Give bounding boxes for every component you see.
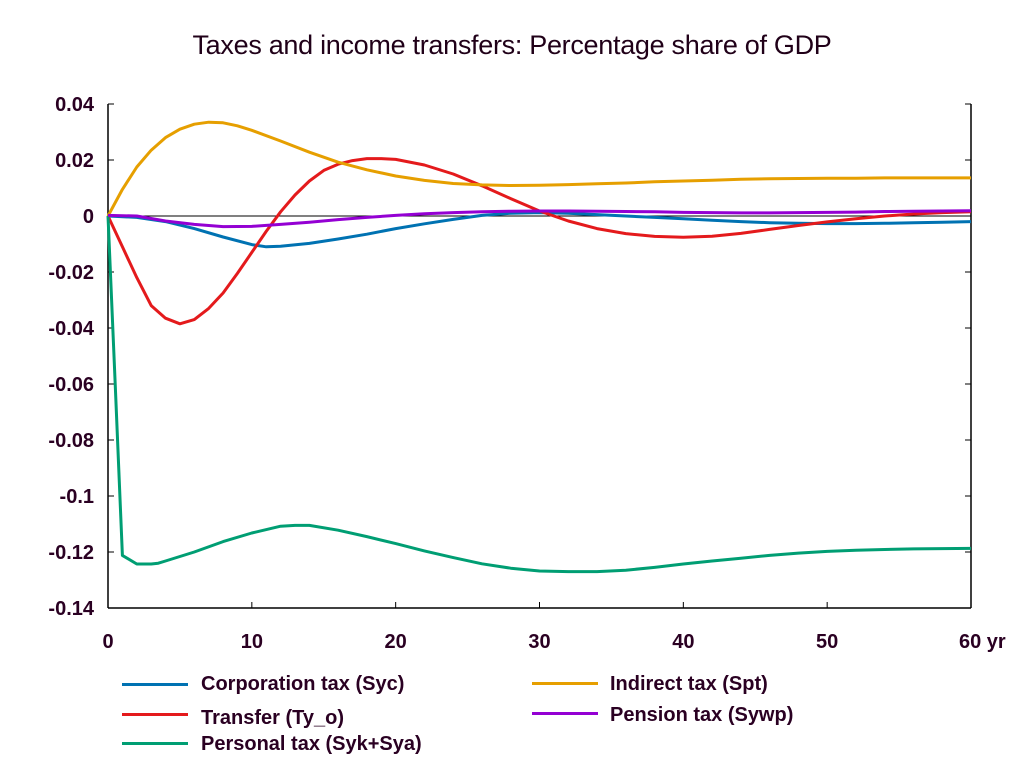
legend-swatch [122,742,188,745]
series-line-transfer-ty-o [106,157,972,326]
y-tick-label: -0.04 [48,318,94,340]
tick-labels: 0.04 0.02 0 -0.02 -0.04 -0.06 -0.08 -0.1 -0.12 -0… [48,94,1006,653]
y-tick-label: 0.02 [55,150,94,172]
legend-swatch [122,683,188,686]
x-tick-label: 30 [528,631,550,653]
legend-swatch [532,682,598,685]
x-tick-label: 20 [385,631,407,653]
legend-swatch [532,712,598,715]
y-tick-label: 0 [83,206,94,228]
axes [107,103,972,609]
y-tick-label: -0.08 [48,430,94,452]
y-tick-label: -0.02 [48,262,94,284]
y-tick-label: -0.12 [48,542,94,564]
y-tick-label: -0.06 [48,374,94,396]
series-layer [106,120,972,574]
series-line-pension-tax-sywp [107,209,972,229]
legend-swatch [122,713,188,716]
x-tick-label: 10 [241,631,263,653]
y-tick-label: 0.04 [55,94,95,116]
series-line-personal-tax-syk-sya [106,215,972,574]
x-tick-label: 50 [816,631,838,653]
y-tick-label: -0.14 [48,598,94,620]
legend-label: Pension tax (Sywp) [610,704,794,726]
legend-label: Indirect tax (Spt) [610,673,768,695]
x-tick-label: 60 yr [959,631,1006,653]
chart-title: Taxes and income transfers: Percentage s… [192,30,832,60]
series-line-indirect-tax-spt [106,120,971,217]
y-tick-label: -0.1 [60,486,94,508]
legend-label: Personal tax (Syk+Sya) [201,733,422,755]
x-tick-label: 0 [102,631,113,653]
x-tick-label: 40 [672,631,694,653]
legend-label: Corporation tax (Syc) [201,673,405,695]
series-line-corporation-tax-syc [107,211,972,249]
legend-label: Transfer (Ty_o) [201,707,344,729]
